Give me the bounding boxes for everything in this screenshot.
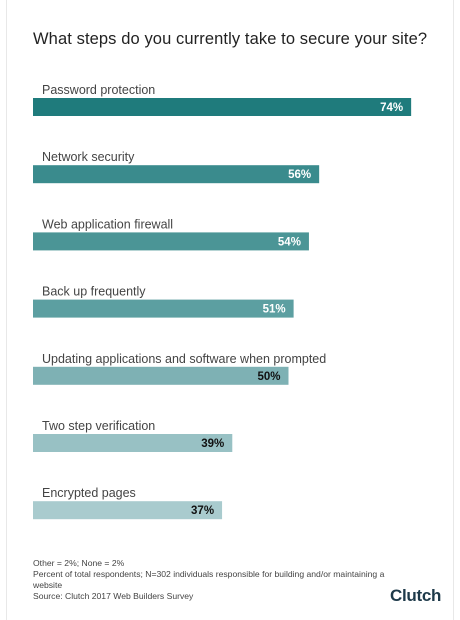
value-label: 37% bbox=[191, 505, 214, 517]
category-label: Password protection bbox=[42, 83, 155, 97]
footnote-other: Other = 2%; None = 2% bbox=[33, 558, 125, 568]
value-label: 51% bbox=[263, 304, 286, 316]
value-label: 54% bbox=[278, 236, 301, 248]
category-label: Encrypted pages bbox=[42, 486, 136, 500]
value-label: 39% bbox=[201, 438, 224, 450]
category-label: Web application firewall bbox=[42, 217, 173, 231]
value-label: 74% bbox=[380, 102, 403, 114]
bar bbox=[33, 501, 223, 520]
chart-title: What steps do you currently take to secu… bbox=[33, 30, 428, 48]
footnote-respondents: Percent of total respondents; N=302 indi… bbox=[33, 569, 385, 590]
bar bbox=[33, 299, 294, 318]
bar bbox=[33, 165, 320, 184]
bar bbox=[33, 98, 412, 116]
chart-frame bbox=[6, 0, 454, 620]
category-label: Updating applications and software when … bbox=[42, 352, 326, 366]
footnote-source: Source: Clutch 2017 Web Builders Survey bbox=[33, 591, 194, 601]
bar bbox=[33, 366, 289, 385]
clutch-logo: Clutch bbox=[390, 586, 441, 606]
category-label: Back up frequently bbox=[42, 285, 146, 299]
bar bbox=[33, 232, 309, 251]
category-label: Two step verification bbox=[42, 419, 155, 433]
value-label: 50% bbox=[257, 371, 280, 383]
category-label: Network security bbox=[42, 150, 135, 164]
bar bbox=[33, 434, 233, 452]
footnotes: Other = 2%; None = 2% Percent of total r… bbox=[33, 558, 393, 602]
logo-text: Clutch bbox=[390, 586, 442, 605]
value-label: 56% bbox=[288, 169, 311, 181]
